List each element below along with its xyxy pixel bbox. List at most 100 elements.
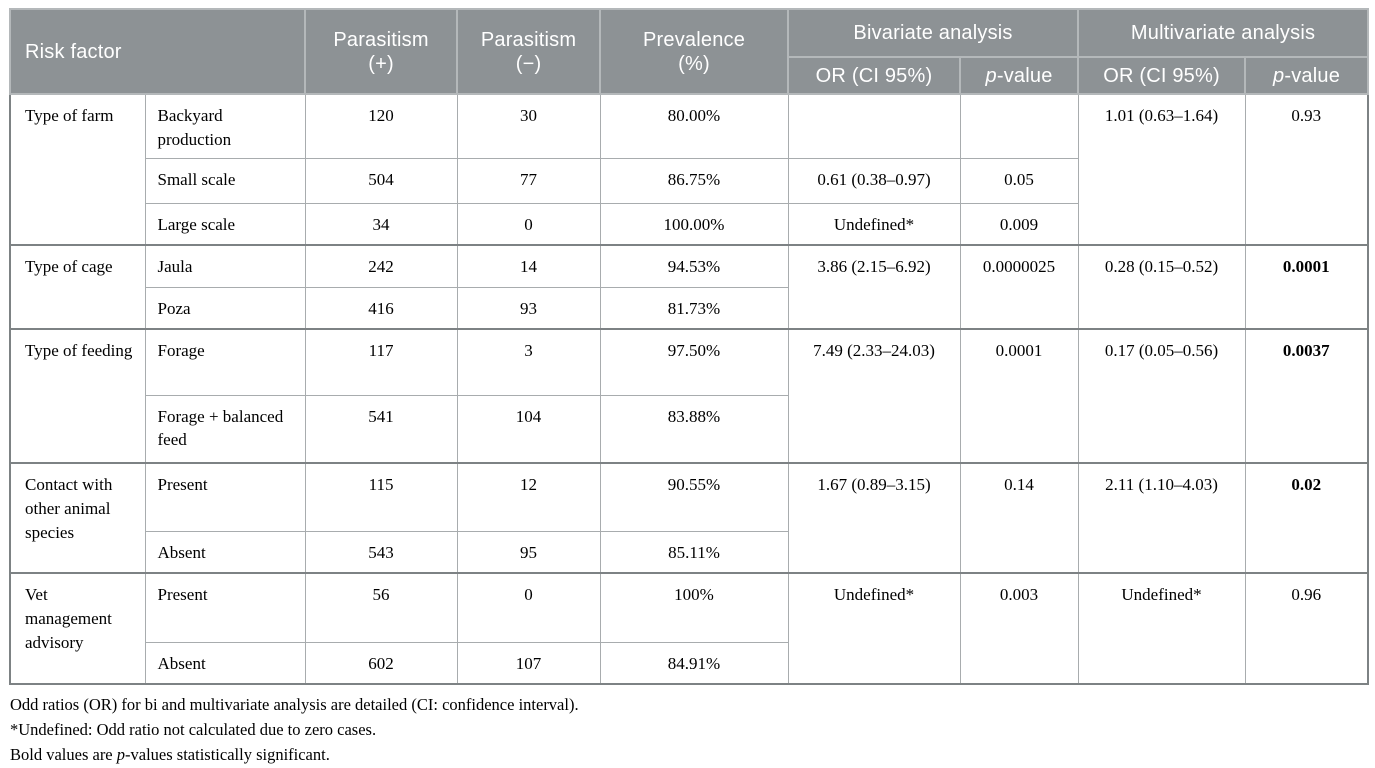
prevalence-line2: (%) — [678, 52, 710, 75]
table-row: Type of feeding Forage 117 3 97.50% 7.49… — [9, 328, 1369, 464]
cell-prevalence: 85.11% — [599, 530, 789, 574]
cell-prevalence: 100% — [599, 572, 789, 643]
footnote-p-italic: p — [116, 745, 126, 765]
cell-parasitism-negative: 12 — [456, 462, 601, 532]
table-row: Contact with other animal species Presen… — [9, 462, 1369, 574]
col-header-risk-factor-label: Risk factor — [25, 40, 122, 63]
cell-level: Large scale — [144, 202, 306, 246]
cell-group-vet-management: Vet management advisory — [9, 572, 146, 685]
cell-multivariate-or: 1.01 (0.63–1.64) — [1077, 92, 1246, 246]
cell-bivariate-p: 0.003 — [959, 572, 1079, 685]
cell-bivariate-p: 0.009 — [959, 202, 1079, 246]
cell-parasitism-positive: 504 — [304, 157, 458, 204]
col-header-bivariate-analysis: Bivariate analysis — [787, 8, 1080, 58]
cell-level: Forage + balanced feed — [144, 394, 306, 464]
parasitism-negative-line2: (−) — [515, 52, 542, 75]
cell-bivariate-or: 0.61 (0.38–0.97) — [787, 157, 961, 204]
cell-level: Forage — [144, 328, 306, 396]
cell-bivariate-p — [959, 92, 1079, 159]
table-row: Forage + balanced feed 541 104 83.88% — [10, 394, 1368, 464]
prevalence-line1: Prevalence — [642, 28, 746, 51]
footnote-bold-values: Bold values are p-values statistically s… — [10, 742, 1375, 767]
cell-prevalence: 97.50% — [599, 328, 789, 396]
col-header-risk-factor: Risk factor — [8, 8, 307, 95]
cell-parasitism-negative: 3 — [456, 328, 601, 396]
table-body: Type of farm Backyard production 120 30 … — [9, 92, 1369, 685]
cell-prevalence: 80.00% — [599, 92, 789, 159]
cell-parasitism-negative: 0 — [456, 202, 601, 246]
cell-multivariate-p: 0.96 — [1244, 572, 1369, 685]
cell-bivariate-p: 0.0000025 — [959, 244, 1079, 330]
cell-parasitism-negative: 104 — [456, 394, 601, 464]
cell-level: Poza — [144, 286, 306, 330]
cell-multivariate-or: 2.11 (1.10–4.03) — [1077, 462, 1246, 574]
footnote-bold-pre: Bold values are — [10, 745, 117, 765]
table-footnotes: Odd ratios (OR) for bi and multivariate … — [10, 692, 1375, 767]
bivariate-p-suffix: -value — [996, 64, 1053, 87]
cell-parasitism-positive: 416 — [304, 286, 458, 330]
table-row: Vet management advisory Present 56 0 100… — [9, 572, 1369, 685]
cell-parasitism-positive: 541 — [304, 394, 458, 464]
cell-level: Jaula — [144, 244, 306, 288]
cell-level: Absent — [144, 641, 306, 685]
parasitism-negative-line1: Parasitism — [480, 28, 577, 51]
cell-group-type-of-cage: Type of cage — [9, 244, 146, 330]
table-header: Risk factor Parasitism (+) Parasitism (−… — [8, 8, 1370, 95]
table-row: Absent 543 95 85.11% — [10, 530, 1368, 574]
cell-bivariate-p: 0.05 — [959, 157, 1079, 204]
footnote-bold-post: -values statistically significant. — [125, 745, 330, 765]
col-header-bivariate-p: p-value — [959, 56, 1080, 95]
cell-multivariate-or: Undefined* — [1077, 572, 1246, 685]
cell-bivariate-or: Undefined* — [787, 202, 961, 246]
cell-multivariate-or: 0.17 (0.05–0.56) — [1077, 328, 1246, 464]
col-header-parasitism-positive: Parasitism (+) — [304, 8, 459, 95]
bivariate-p-italic: p — [985, 64, 997, 87]
cell-level: Backyard production — [144, 92, 306, 159]
cell-parasitism-positive: 34 — [304, 202, 458, 246]
cell-bivariate-or: 7.49 (2.33–24.03) — [787, 328, 961, 464]
cell-multivariate-p: 0.02 — [1244, 462, 1369, 574]
cell-group-type-of-farm: Type of farm — [9, 92, 146, 246]
col-header-multivariate-analysis: Multivariate analysis — [1077, 8, 1370, 58]
cell-parasitism-positive: 117 — [304, 328, 458, 396]
col-header-prevalence: Prevalence (%) — [599, 8, 790, 95]
cell-bivariate-or: 1.67 (0.89–3.15) — [787, 462, 961, 574]
cell-group-type-of-feeding: Type of feeding — [9, 328, 146, 464]
cell-level: Small scale — [144, 157, 306, 204]
cell-parasitism-positive: 120 — [304, 92, 458, 159]
cell-parasitism-positive: 543 — [304, 530, 458, 574]
col-header-bivariate-or: OR (CI 95%) — [787, 56, 962, 95]
cell-prevalence: 90.55% — [599, 462, 789, 532]
cell-bivariate-or: Undefined* — [787, 572, 961, 685]
cell-bivariate-or: 3.86 (2.15–6.92) — [787, 244, 961, 330]
cell-parasitism-negative: 95 — [456, 530, 601, 574]
cell-parasitism-negative: 77 — [456, 157, 601, 204]
table-row: Absent 602 107 84.91% — [10, 641, 1368, 685]
cell-multivariate-p: 0.0001 — [1244, 244, 1369, 330]
risk-factor-table: Risk factor Parasitism (+) Parasitism (−… — [8, 8, 1370, 686]
cell-bivariate-p: 0.14 — [959, 462, 1079, 574]
cell-group-contact-other-species: Contact with other animal species — [9, 462, 146, 574]
col-header-parasitism-negative: Parasitism (−) — [456, 8, 602, 95]
col-header-multivariate-or: OR (CI 95%) — [1077, 56, 1247, 95]
cell-parasitism-positive: 56 — [304, 572, 458, 643]
multivariate-p-suffix: -value — [1284, 64, 1341, 87]
cell-bivariate-or — [787, 92, 961, 159]
col-header-multivariate-p: p-value — [1244, 56, 1370, 95]
cell-parasitism-negative: 0 — [456, 572, 601, 643]
cell-prevalence: 84.91% — [599, 641, 789, 685]
table-row: Type of farm Backyard production 120 30 … — [9, 92, 1369, 246]
cell-parasitism-positive: 602 — [304, 641, 458, 685]
cell-multivariate-or: 0.28 (0.15–0.52) — [1077, 244, 1246, 330]
parasitism-positive-line2: (+) — [368, 52, 394, 75]
parasitism-positive-line1: Parasitism — [333, 28, 429, 51]
cell-level: Present — [144, 572, 306, 643]
footnote-odd-ratios: Odd ratios (OR) for bi and multivariate … — [10, 695, 579, 715]
cell-prevalence: 100.00% — [599, 202, 789, 246]
cell-parasitism-positive: 242 — [304, 244, 458, 288]
table-row: Small scale 504 77 86.75% 0.61 (0.38–0.9… — [10, 157, 1368, 204]
cell-prevalence: 86.75% — [599, 157, 789, 204]
cell-parasitism-positive: 115 — [304, 462, 458, 532]
cell-level: Absent — [144, 530, 306, 574]
